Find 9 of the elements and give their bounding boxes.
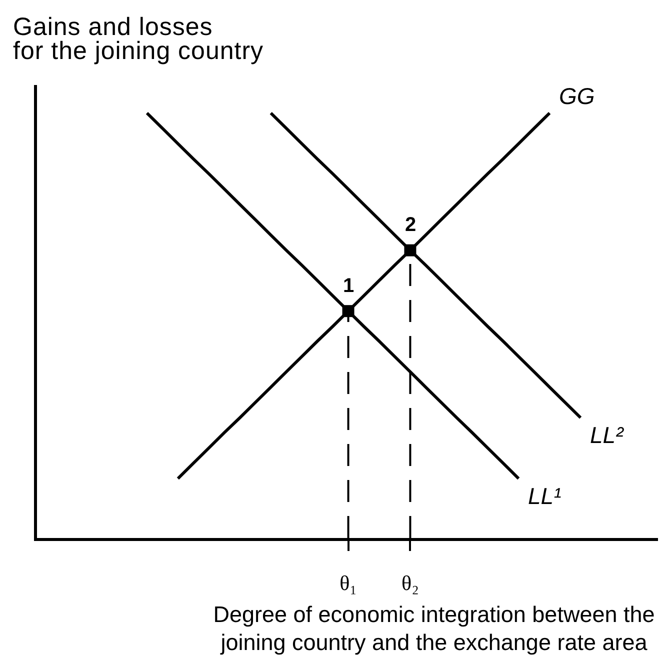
series-label: LL²: [590, 422, 625, 448]
y-axis-title: Gains and losses for the joining country: [13, 13, 264, 65]
x-tick-label: θ₁: [340, 571, 357, 596]
series-label: LL¹: [528, 483, 562, 509]
series-label: GG: [559, 83, 595, 109]
annotation: 1: [343, 275, 354, 297]
x-axis-title: Degree of economic integration between the joining country and the exchange rate area: [213, 601, 655, 657]
x-tick-label: θ₂: [402, 571, 419, 596]
annotation: 2: [405, 214, 416, 236]
